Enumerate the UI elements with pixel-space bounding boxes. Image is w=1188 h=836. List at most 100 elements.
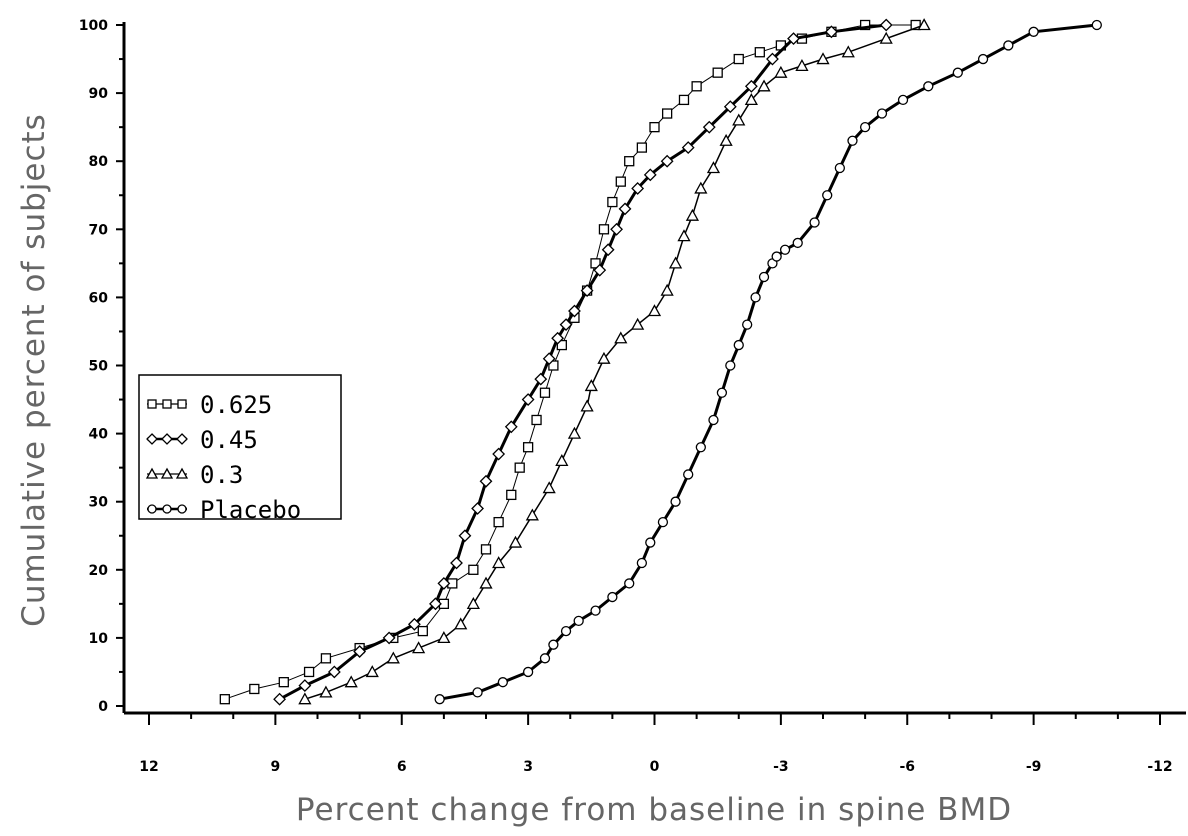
triangle-marker [145,467,159,479]
triangle-marker [508,535,523,548]
series-line [439,23,1097,701]
circle-marker [1003,40,1014,51]
square-marker [712,67,723,78]
y-tick-label: 30 [89,495,109,511]
diamond-marker [766,52,779,66]
triangle-marker [525,508,539,521]
diamond-marker [593,263,607,277]
triangle-marker [677,229,691,242]
diamond-marker [534,372,548,386]
triangle-marker [660,283,674,296]
diamond-marker [161,433,173,445]
circle-marker [657,516,669,528]
square-marker [531,414,542,426]
circle-marker [708,414,719,426]
circle-marker [809,217,820,228]
triangle-marker [319,685,333,698]
x-tick-label: -3 [773,759,789,775]
y-axis-title: Cumulative percent of subjects [16,113,52,627]
y-tick-label: 70 [89,222,109,238]
square-marker [556,339,567,351]
triangle-marker [466,597,480,609]
circle-marker [725,360,736,371]
diamond-marker [407,617,421,631]
triangle-marker [555,453,569,466]
legend: 0.625 0.45 0.3 Placebo [138,374,342,524]
diamond-marker [176,433,188,445]
diamond-marker [618,202,632,216]
square-marker [624,156,635,167]
triangle-marker [816,52,830,65]
triangle-marker [175,467,189,479]
triangle-marker [454,617,468,630]
square-marker [598,224,610,235]
diamond-marker [580,284,594,298]
diamond-marker [382,631,396,645]
circle-marker [758,271,770,283]
diamond-marker [542,352,556,366]
legend-label: 0.3 [200,461,243,489]
circle-marker [683,469,694,480]
diamond-marker [327,665,341,679]
y-tick-label: 40 [89,427,109,443]
x-tick-label: 0 [650,759,660,775]
circle-marker [859,122,871,133]
triangle-marker [344,675,358,688]
square-marker [636,142,648,153]
square-marker [417,625,428,637]
circle-marker [147,504,157,514]
diamond-marker [298,679,312,692]
circle-marker [876,108,888,119]
series-placebo [434,19,1102,705]
square-marker [493,516,504,528]
circle-marker [560,625,572,637]
x-tick-label: 9 [271,759,281,775]
diamond-marker [643,168,657,182]
diamond-marker [504,420,518,434]
circle-marker [645,537,656,548]
diamond-marker [610,222,624,236]
x-tick-label: -9 [1026,759,1042,775]
diamond-marker [660,154,674,168]
diamond-marker [879,18,893,32]
diamond-marker [702,120,716,134]
circle-marker [573,615,584,627]
triangle-marker [365,665,379,678]
series-line [224,24,916,700]
diamond-marker [437,577,451,590]
circle-marker [522,666,534,678]
triangle-marker [732,113,746,126]
triangle-marker [614,331,628,344]
diamond-marker [479,474,493,488]
circle-marker [897,94,909,106]
circle-marker [607,591,618,603]
circle-marker [162,504,172,514]
square-marker [539,387,551,398]
triangle-marker [412,641,426,654]
diamond-marker [471,502,484,515]
diamond-marker [429,597,442,611]
legend-item: 0.3 [145,461,243,489]
square-marker [162,399,172,409]
triangle-marker [757,79,771,92]
series-0-625 [219,19,921,705]
square-marker [910,19,921,31]
diamond-marker [825,25,838,39]
square-marker [303,666,315,678]
y-tick-label: 60 [89,290,109,306]
diamond-marker [458,529,472,543]
triangle-marker [580,399,594,412]
triangle-marker [584,379,598,392]
diamond-marker [492,447,506,461]
square-marker [615,176,626,187]
diamond-marker [521,393,535,406]
x-tick-label: -6 [899,759,915,775]
triangle-marker [492,556,506,569]
triangle-marker [841,45,855,58]
x-tick-label: -12 [1147,759,1172,775]
triangle-marker [694,181,708,194]
y-tick-label: 80 [89,154,109,170]
diamond-marker [681,141,695,154]
triangle-marker [685,208,700,221]
square-marker [859,19,871,31]
